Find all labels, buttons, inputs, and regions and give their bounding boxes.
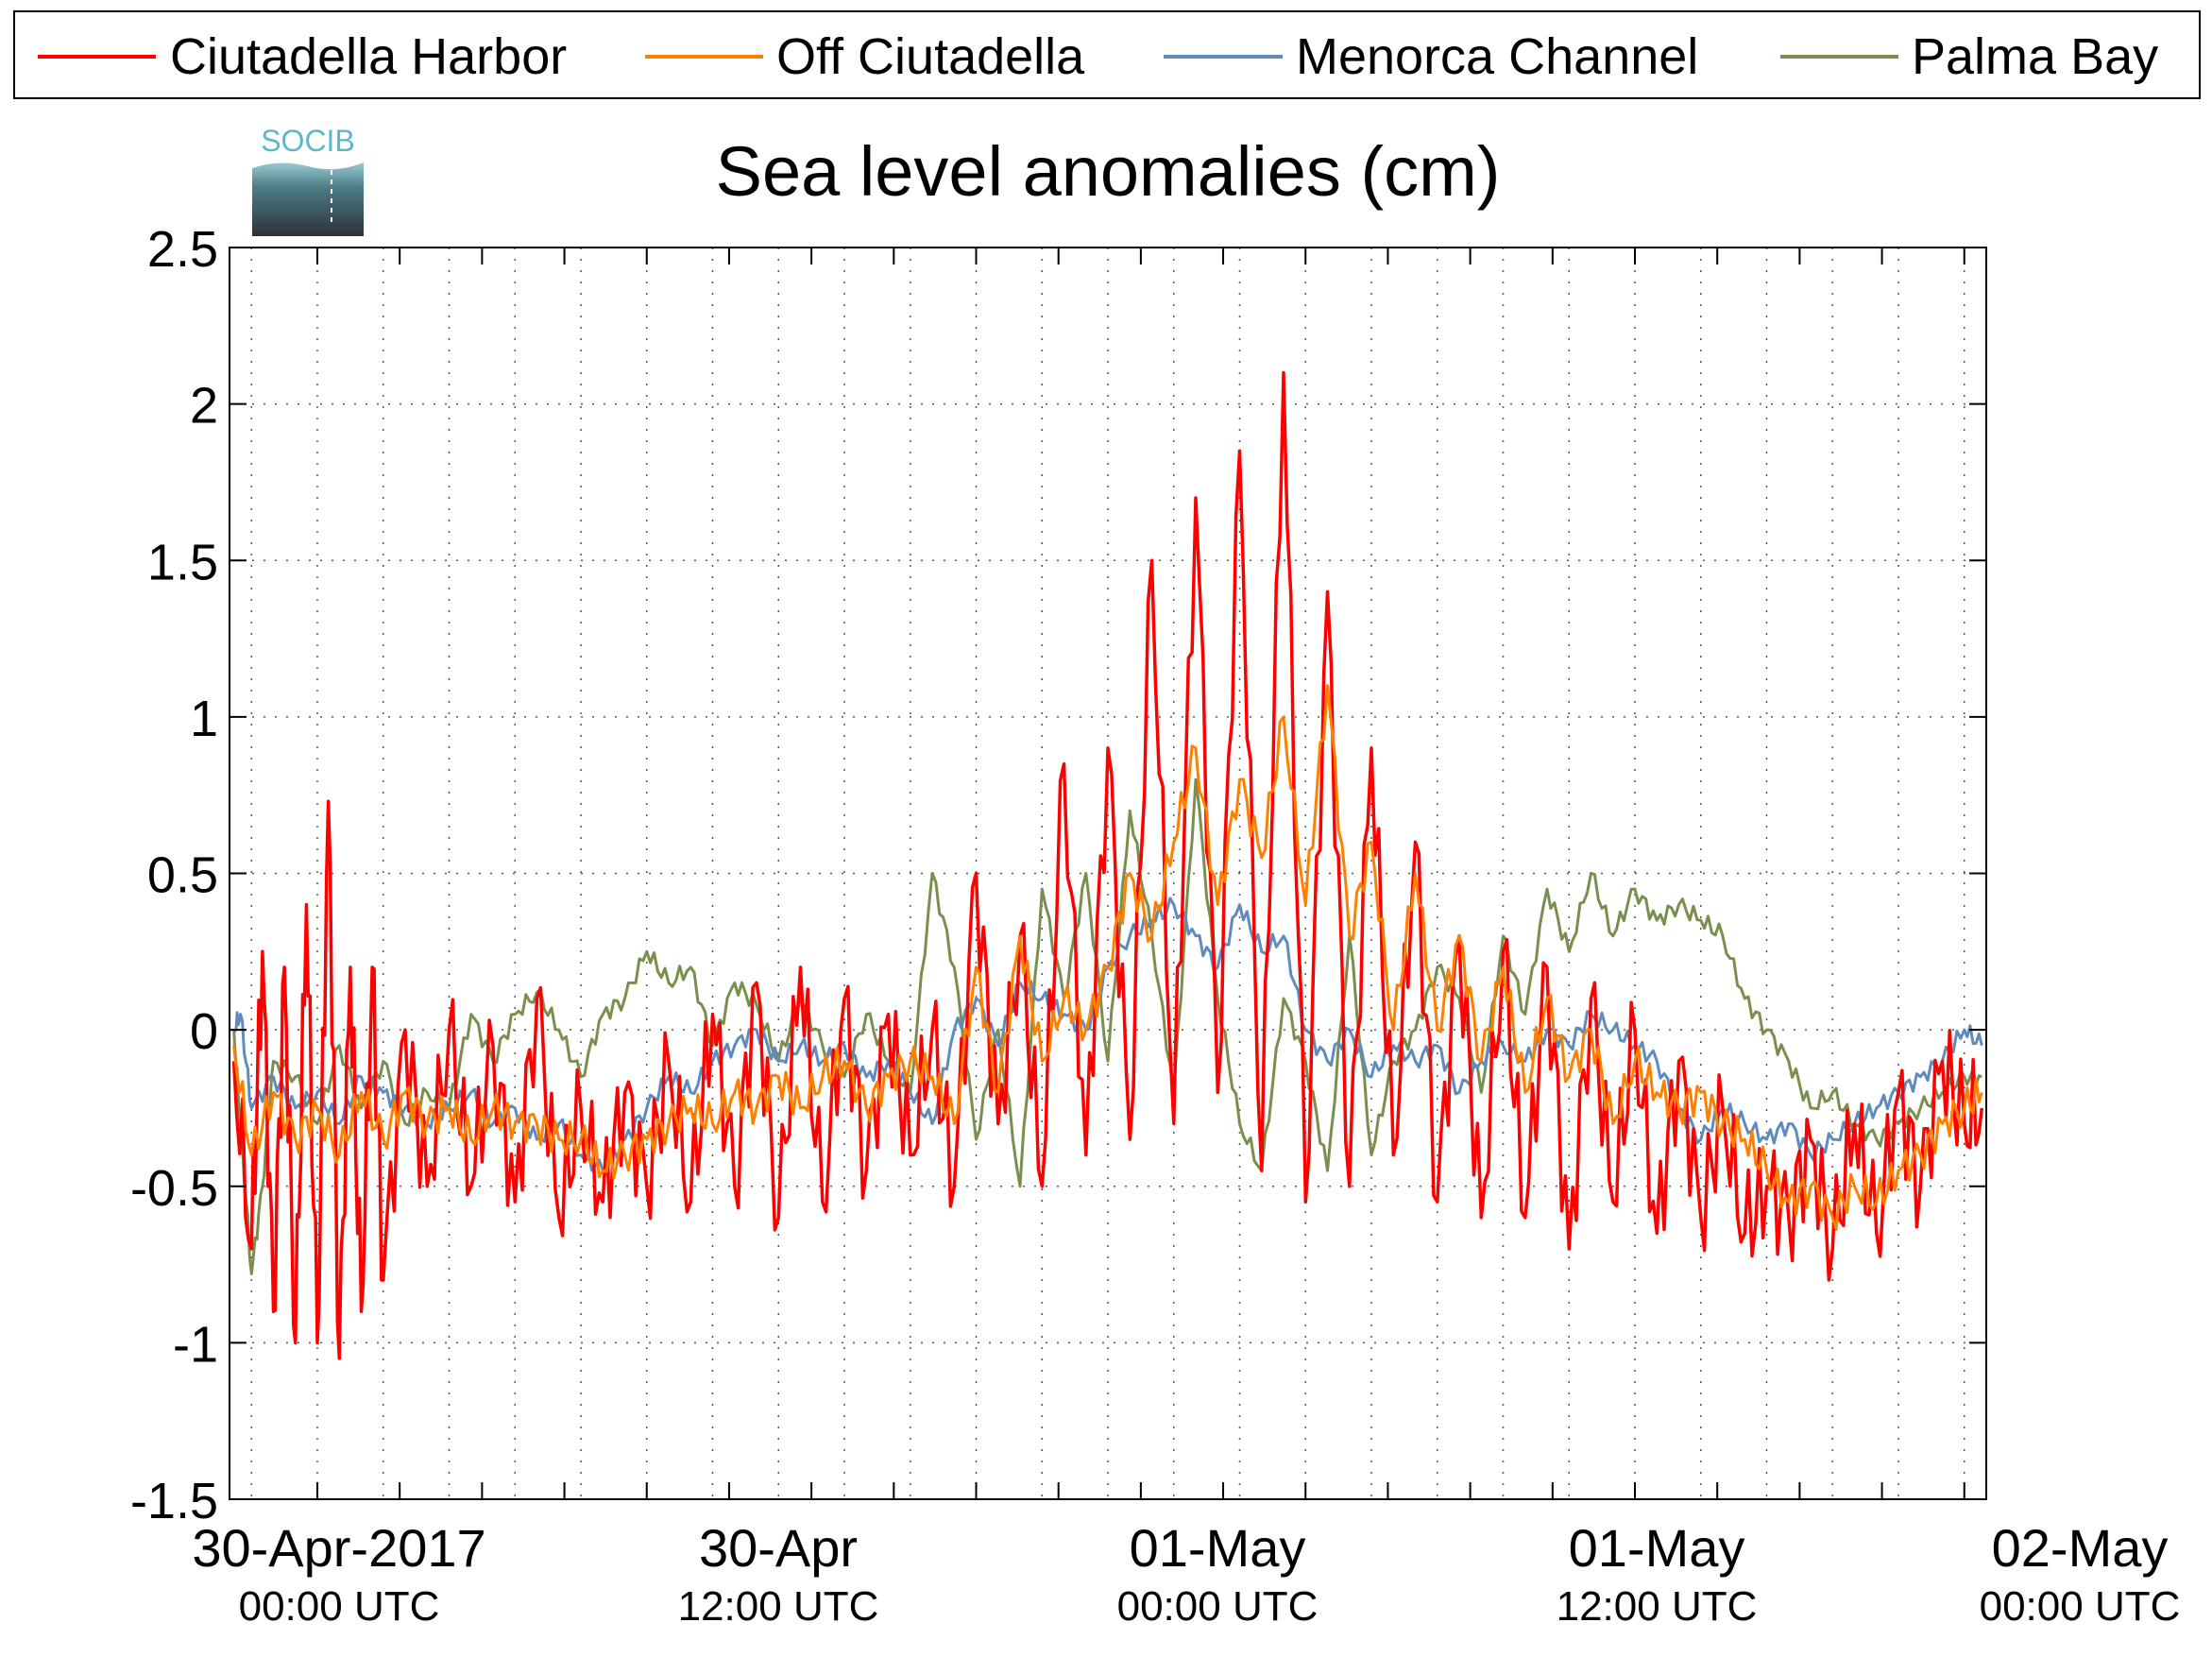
legend-label-menorca-channel: Menorca Channel: [1296, 28, 1698, 85]
x-tick-label-time: 12:00 UTC: [1557, 1583, 1758, 1630]
x-tick-label-time: 12:00 UTC: [678, 1583, 879, 1630]
x-tick-label-date: 30-Apr: [699, 1518, 858, 1578]
x-tick-label-date: 01-May: [1130, 1518, 1306, 1578]
ticks: [230, 247, 1986, 1500]
y-tick-label: -1.5: [130, 1473, 218, 1529]
socib-logo: SOCIB: [252, 124, 364, 236]
y-tick-label: 1.5: [147, 534, 218, 590]
series-line-palma-bay: [232, 777, 1982, 1275]
y-tick-labels: 2.5 2 1.5 1 0.5 0 -0.5 -1 -1.5: [130, 221, 218, 1529]
y-tick-label: 0.5: [147, 847, 218, 904]
plot-area: [230, 248, 1986, 1499]
y-tick-label: -1: [173, 1316, 218, 1373]
x-tick-label-time: 00:00 UTC: [1117, 1583, 1319, 1630]
y-tick-label: 1: [190, 691, 218, 747]
series-line-ciutadella-harbor: [231, 370, 1984, 1360]
y-tick-label: 2.5: [147, 221, 218, 278]
chart-title: Sea level anomalies (cm): [716, 132, 1501, 211]
y-tick-label: -0.5: [130, 1160, 218, 1217]
x-tick-label-date: 02-May: [1992, 1518, 2169, 1578]
y-tick-label: 0: [190, 1003, 218, 1060]
legend-label-ciutadella-harbor: Ciutadella Harbor: [170, 28, 567, 85]
y-tick-label: 2: [190, 378, 218, 435]
x-tick-label-time: 00:00 UTC: [1980, 1583, 2181, 1630]
legend-label-off-ciutadella: Off Ciutadella: [776, 28, 1085, 85]
logo-text: SOCIB: [261, 124, 355, 158]
legend-label-palma-bay: Palma Bay: [1912, 28, 2158, 85]
x-tick-label-date: 01-May: [1569, 1518, 1745, 1578]
x-tick-label-date: 30-Apr-2017: [192, 1518, 485, 1578]
x-tick-labels: 30-Apr-2017 00:00 UTC 30-Apr 12:00 UTC 01-Ma…: [192, 1518, 2180, 1630]
x-tick-label-time: 00:00 UTC: [239, 1583, 440, 1630]
series-line-off-ciutadella: [232, 684, 1983, 1231]
series-group: [231, 370, 1984, 1360]
legend: Ciutadella Harbor Off Ciutadella Menorca…: [13, 10, 2201, 99]
